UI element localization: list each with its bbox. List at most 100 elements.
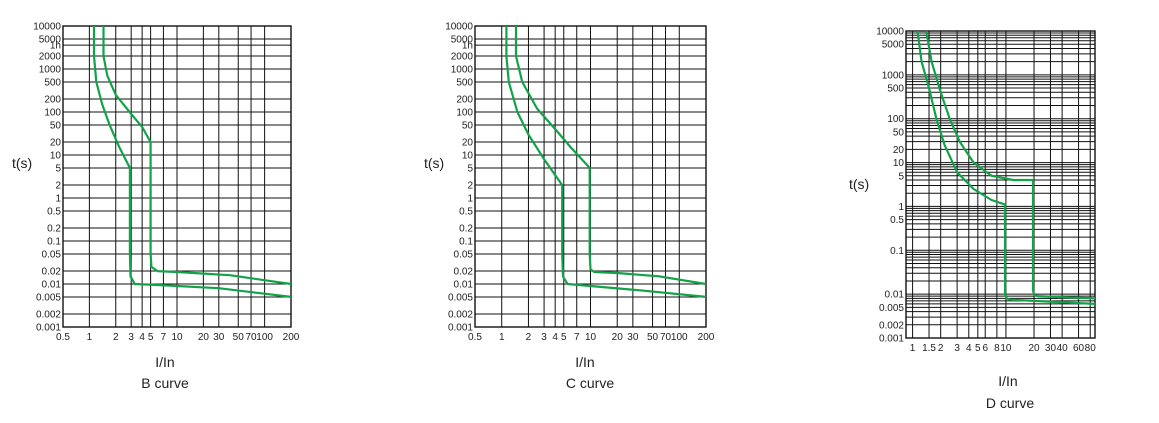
x-tick-label-5: 5 [148,332,154,343]
x-tick-label-0-5: 0.5 [56,332,70,343]
x-tick-label-1: 1 [499,332,505,343]
y-tick-label-5000: 5000 [39,34,62,45]
y-tick-label-0-1: 0.1 [890,246,904,257]
x-tick-label-70: 70 [660,332,672,343]
x-tick-label-4: 4 [966,343,972,354]
chart-caption: D curve [986,395,1034,411]
y-tick-label-0-02: 0.02 [42,267,62,278]
y-tick-label-1h: 1h [50,41,61,52]
y-tick-label-0-01: 0.01 [454,280,474,291]
x-tick-label-2: 2 [938,343,944,354]
y-tick-label-200: 200 [456,95,473,106]
x-tick-label-2: 2 [113,332,119,343]
x-tick-label-4: 4 [552,332,558,343]
x-tick-label-30: 30 [213,332,225,343]
y-tick-label-10000: 10000 [445,22,473,33]
y-tick-label-100: 100 [456,108,473,119]
x-tick-label-80: 80 [1085,343,1097,354]
y-axis-label: t(s) [424,155,444,171]
y-tick-label-500: 500 [887,84,904,95]
y-tick-label-2000: 2000 [451,52,474,63]
y-tick-label-0-005: 0.005 [36,292,61,303]
x-tick-label-10: 10 [585,332,597,343]
x-tick-label-10: 10 [171,332,183,343]
y-tick-label-0-001: 0.001 [36,323,61,334]
y-tick-label-1: 1 [55,194,61,205]
y-tick-label-10000: 10000 [876,27,904,38]
y-tick-label-0-1: 0.1 [459,237,473,248]
y-tick-label-5000: 5000 [451,34,474,45]
x-axis-label: I/In [575,354,594,370]
y-tick-label-1h: 1h [462,41,473,52]
d-curve-chart: 10000 5000 1000 500 100 50 20 10 5 1 0.5 0.1 0.01 0.0… [849,27,1096,412]
y-tick-label-500: 500 [456,77,473,88]
y-tick-label-200: 200 [44,95,61,106]
plot-frame [62,25,292,328]
x-tick-label-2: 2 [526,332,532,343]
x-tick-label-4: 4 [139,332,145,343]
b-curve-chart: 1000050001h200010005002001005020105210.5… [12,22,300,392]
x-tick-label-7: 7 [161,332,167,343]
trip-curve-upper [925,30,1096,300]
x-tick-label-1-5: 1.5 [922,343,936,354]
y-tick-label-0-05: 0.05 [42,249,62,260]
y-tick-label-0-2: 0.2 [47,224,61,235]
c-curve-chart: 1000050001h200010005002001005020105210.5… [424,22,715,392]
y-tick-label-20: 20 [893,145,905,156]
y-tick-label-0-002: 0.002 [879,320,904,331]
x-axis-label: I/In [998,373,1017,389]
y-tick-label-0-5: 0.5 [890,215,904,226]
y-tick-label-0-01: 0.01 [885,290,905,301]
y-tick-label-5: 5 [898,171,904,182]
y-tick-label-2: 2 [55,181,61,192]
x-tick-label-30: 30 [627,332,639,343]
y-tick-label-1: 1 [898,202,904,213]
y-tick-label-10: 10 [50,151,62,162]
x-tick-label-1: 1 [87,332,93,343]
x-tick-label-3: 3 [541,332,547,343]
x-tick-label-20: 20 [1028,343,1040,354]
x-tick-label-8: 8 [994,343,1000,354]
x-tick-label-3: 3 [954,343,960,354]
chart-caption: B curve [141,375,189,391]
x-tick-label-70: 70 [245,332,257,343]
plot-frame [474,25,707,328]
y-tick-label-0-002: 0.002 [448,310,473,321]
x-tick-label-10: 10 [1000,343,1012,354]
x-tick-label-200: 200 [283,332,300,343]
x-tick-label-100: 100 [256,332,273,343]
y-tick-label-100: 100 [44,108,61,119]
y-tick-label-50: 50 [893,127,905,138]
y-tick-label-100: 100 [887,114,904,125]
x-tick-label-40: 40 [1057,343,1069,354]
x-tick-label-20: 20 [198,332,210,343]
trip-curve-upper [514,26,707,286]
chart-caption: C curve [566,375,614,391]
y-tick-label-0-5: 0.5 [47,206,61,217]
x-tick-label-60: 60 [1073,343,1085,354]
x-tick-label-5: 5 [561,332,567,343]
y-tick-label-0-005: 0.005 [879,303,904,314]
x-tick-label-30: 30 [1045,343,1057,354]
y-tick-label-5: 5 [55,163,61,174]
y-tick-label-5000: 5000 [882,40,905,51]
x-tick-label-7: 7 [574,332,580,343]
y-tick-label-20: 20 [50,138,62,149]
x-axis-label: I/In [155,354,174,370]
plot-frame [905,30,1096,339]
y-tick-label-20: 20 [462,138,474,149]
y-tick-label-500: 500 [44,77,61,88]
x-tick-label-1: 1 [910,343,916,354]
y-tick-label-2000: 2000 [39,52,62,63]
trip-curve-lower [92,26,292,298]
y-tick-label-0-002: 0.002 [36,310,61,321]
trip-curve-upper [102,26,292,286]
x-tick-label-50: 50 [647,332,659,343]
y-tick-label-50: 50 [462,120,474,131]
y-tick-label-2: 2 [467,181,473,192]
y-tick-label-0-2: 0.2 [459,224,473,235]
x-tick-label-3: 3 [128,332,134,343]
y-tick-label-50: 50 [50,120,62,131]
y-tick-label-1: 1 [467,194,473,205]
